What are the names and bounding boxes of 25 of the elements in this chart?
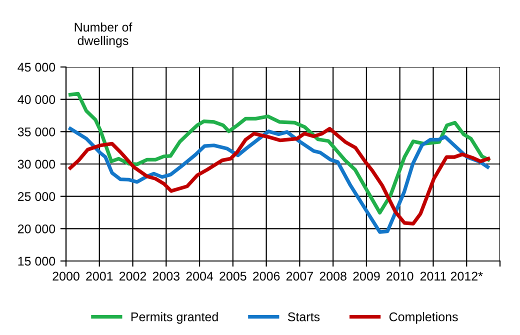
y-tick-label: 15 000 (18, 256, 56, 266)
y-tick-label: 30 000 (18, 160, 56, 169)
x-tick-label: 2009 (353, 272, 380, 281)
x-tick-label: 2003 (152, 272, 180, 281)
y-axis-title: Number of dwellings (74, 22, 132, 48)
legend-label: Starts (288, 312, 320, 322)
legend-label: Completions (389, 312, 458, 324)
x-tick-label: 2006 (253, 272, 280, 281)
y-tick-label: 40 000 (18, 95, 56, 104)
y-tick-label: 20 000 (18, 224, 56, 234)
x-tick-label: 2011 (420, 272, 446, 281)
y-tick-label: 35 000 (18, 127, 56, 136)
x-tick-label: 2004 (186, 272, 214, 281)
y-tick-label: 25 000 (18, 192, 56, 201)
x-tick-label: 2007 (286, 272, 313, 281)
x-tick-label: 2008 (320, 272, 346, 281)
x-tick-label: 2012* (450, 272, 483, 281)
y-tick-label: 45 000 (18, 62, 56, 72)
x-tick-label: 2001 (86, 272, 113, 281)
line-series (68, 92, 490, 214)
legend-label: Permits granted (131, 312, 218, 324)
x-tick-label: 2010 (386, 272, 414, 281)
x-tick-label: 2002 (119, 272, 146, 281)
x-tick-label: 2005 (220, 272, 246, 281)
x-tick-label: 2000 (52, 272, 80, 281)
